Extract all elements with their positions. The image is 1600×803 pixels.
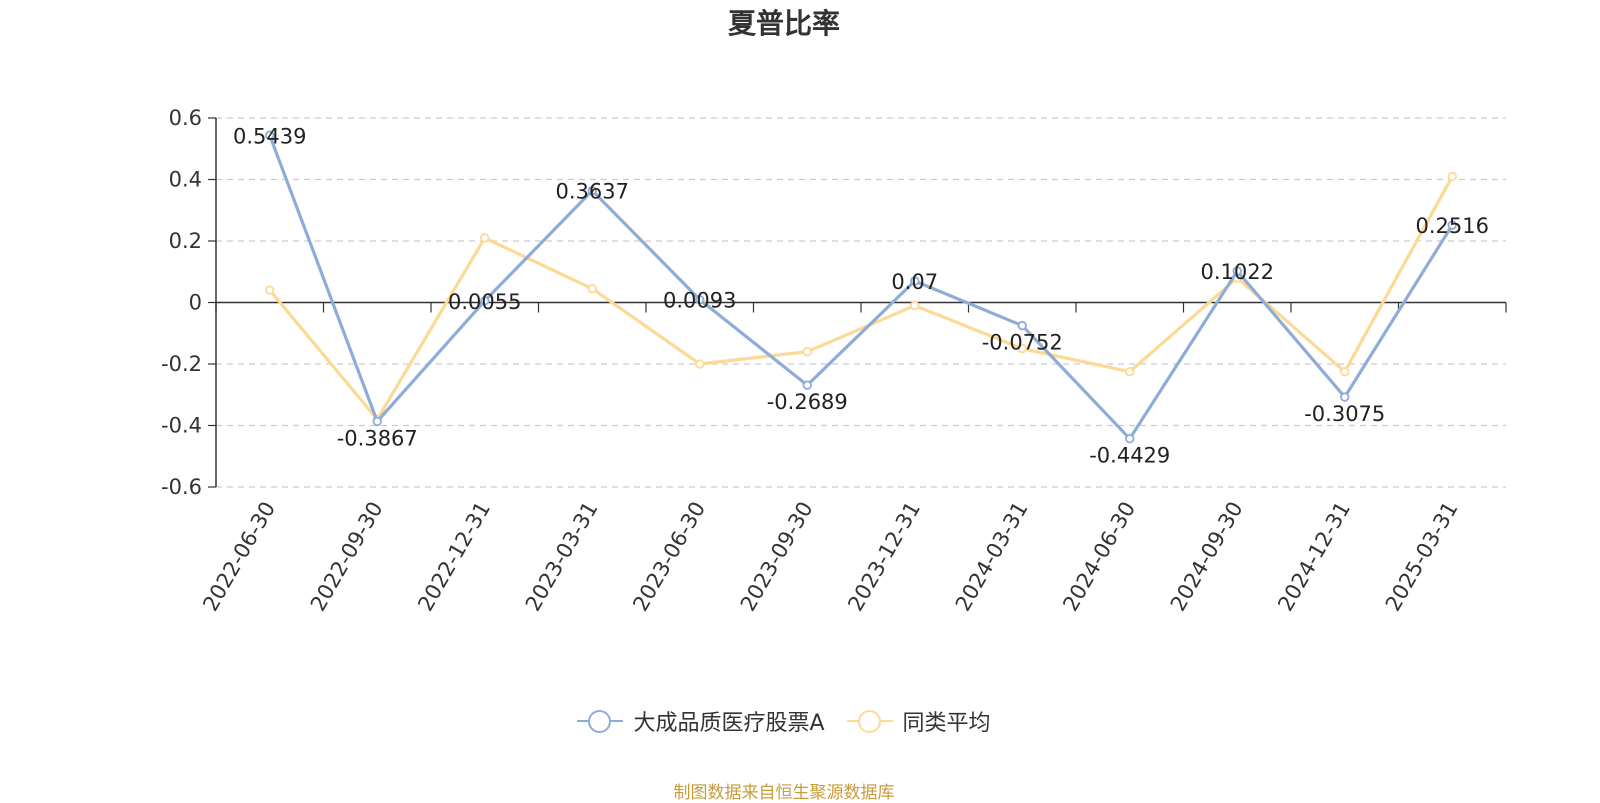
data-point-average (802, 347, 812, 357)
data-point-fund (1340, 392, 1350, 402)
data-point-fund (695, 294, 705, 305)
data-label: 0.07 (891, 270, 938, 294)
y-tick-label: 0 (189, 291, 202, 315)
x-tick-label: 2024-12-31 (1273, 498, 1355, 616)
data-label: -0.3075 (1304, 402, 1385, 426)
y-tick-label: -0.2 (161, 352, 202, 376)
data-label: 0.1022 (1201, 260, 1274, 284)
data-point-average (480, 233, 490, 243)
x-tick-label: 2024-06-30 (1058, 498, 1140, 616)
legend: 大成品质医疗股票A 同类平均 (0, 705, 1568, 737)
data-point-fund (480, 296, 490, 306)
data-point-fund (265, 130, 275, 140)
x-tick-label: 2022-06-30 (198, 498, 280, 616)
data-label: 0.5439 (233, 124, 306, 148)
data-point-average (1125, 366, 1135, 377)
data-point-fund (1447, 220, 1457, 230)
data-label: 0.2516 (1416, 214, 1489, 238)
x-tick-label: 2023-06-30 (628, 498, 710, 616)
x-tick-label: 2022-09-30 (306, 498, 388, 616)
data-point-average (695, 359, 705, 369)
data-point-fund (1017, 320, 1027, 331)
legend-item-fund[interactable]: 大成品质医疗股票A (577, 705, 825, 737)
data-point-average (1017, 343, 1027, 354)
data-point-average (1340, 366, 1350, 377)
x-tick-label: 2024-03-31 (951, 498, 1033, 616)
data-point-fund (910, 276, 920, 286)
x-tick-label: 2023-12-31 (843, 498, 925, 616)
x-tick-label: 2022-12-31 (413, 498, 495, 616)
data-point-average (265, 285, 275, 295)
data-point-fund (372, 416, 382, 427)
data-point-average (910, 300, 920, 311)
data-source-note: 制图数据来自恒生聚源数据库 (673, 783, 895, 803)
data-label: -0.0752 (982, 331, 1063, 355)
data-label: -0.2689 (767, 390, 848, 414)
data-label: -0.4429 (1089, 444, 1170, 468)
y-tick-label: 0.4 (169, 168, 202, 192)
series-line-fund (268, 134, 1454, 441)
y-tick-label: -0.6 (161, 475, 202, 499)
legend-marker-average-icon (846, 709, 893, 733)
data-point-fund (587, 185, 597, 196)
data-point-average (587, 283, 597, 294)
y-tick-label: 0.2 (169, 229, 202, 253)
data-point-fund (1232, 266, 1242, 276)
x-tick-label: 2025-03-31 (1381, 498, 1463, 616)
legend-item-average[interactable]: 同类平均 (846, 705, 991, 737)
x-tick-label: 2023-03-31 (521, 498, 603, 616)
legend-label-average: 同类平均 (902, 711, 991, 736)
chart-title: 夏普比率 (727, 7, 840, 40)
data-point-fund (1125, 433, 1135, 444)
legend-label-fund: 大成品质医疗股票A (633, 711, 825, 736)
x-tick-label: 2023-09-30 (736, 498, 818, 616)
data-label: 0.0093 (663, 289, 736, 313)
data-point-average (1447, 171, 1457, 182)
y-tick-label: 0.6 (169, 106, 202, 130)
x-tick-label: 2024-09-30 (1166, 498, 1248, 616)
data-label: -0.3867 (337, 426, 418, 450)
data-point-fund (802, 380, 812, 390)
legend-marker-fund-icon (577, 709, 624, 733)
data-label: 0.3637 (556, 180, 629, 204)
data-label: 0.0055 (448, 290, 521, 314)
y-tick-label: -0.4 (161, 414, 202, 438)
